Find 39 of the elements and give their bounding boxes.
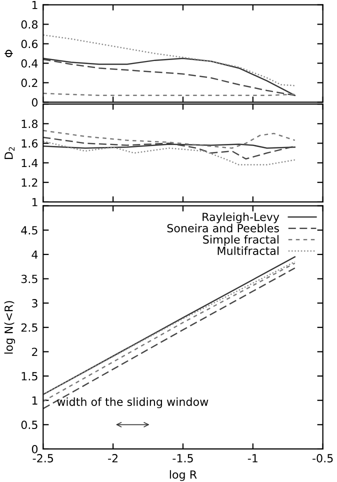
legend-label: Soneira and Peebles	[167, 224, 279, 232]
y-tick-label: 1.4	[22, 158, 38, 168]
y-tick-label: 2.5	[21, 323, 38, 332]
y-tick-label: 0.5	[21, 420, 38, 430]
y-tick-label: 3	[32, 299, 38, 308]
y-tick-label: 1.5	[22, 372, 38, 380]
y-tick-label: 0	[32, 98, 38, 107]
y-tick-label: 3.5	[21, 274, 38, 284]
y-tick-label: 1.8	[22, 120, 38, 128]
line-series	[43, 130, 296, 149]
annotation: width of the sliding window	[57, 397, 208, 408]
x-tick-label: -0.5	[312, 454, 333, 462]
y-axis-title: log N(<R)	[4, 301, 16, 354]
y-tick-label: 4	[32, 250, 38, 259]
y-tick-label: 0.4	[21, 59, 38, 68]
y-tick-label: 1.2	[22, 178, 38, 187]
x-tick-label: -1	[248, 454, 258, 462]
x-tick-label: -1.5	[172, 454, 193, 462]
line-series	[43, 34, 296, 86]
y-tick-label: 1	[32, 198, 38, 206]
y-tick-label: 1.6	[22, 139, 38, 148]
y-tick-label: 0.8	[21, 20, 38, 29]
y-tick-label: 0	[32, 444, 38, 454]
x-axis-title: log R	[170, 470, 197, 481]
y-tick-label: 1	[32, 0, 38, 10]
y-tick-label: 2	[32, 348, 38, 356]
y-tick-label: 0.2	[21, 78, 38, 88]
y-tick-label: 0.6	[21, 40, 38, 48]
y-axis-title: Φ	[4, 50, 13, 58]
x-tick-label: -2.5	[32, 454, 54, 462]
legend-label: Multifractal	[218, 246, 278, 256]
line-series	[43, 140, 296, 166]
legend-label: Rayleigh-Levy	[202, 212, 280, 224]
y-axis-title: D$_{2}$	[4, 147, 15, 159]
line-series	[43, 136, 296, 160]
legend-label: Simple fractal	[203, 235, 278, 246]
x-tick-label: -2	[108, 454, 118, 462]
y-tick-label: 4.5	[21, 226, 38, 235]
y-tick-label: 1	[32, 396, 38, 405]
